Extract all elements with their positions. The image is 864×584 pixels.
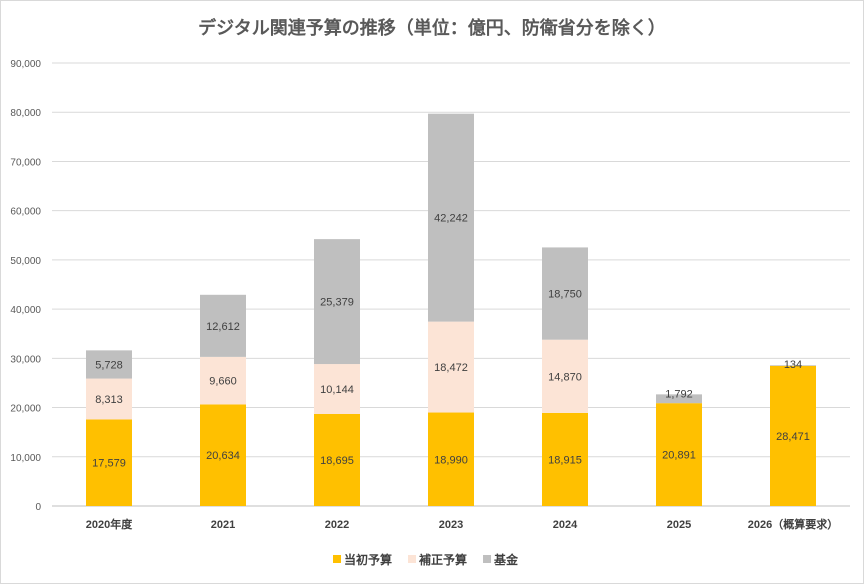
legend-label: 補正予算 [418,552,467,567]
data-label: 17,579 [92,458,126,470]
data-label: 8,313 [95,394,123,406]
data-label: 18,915 [548,454,582,466]
y-tick-label: 50,000 [10,256,41,267]
bar-segment [200,356,246,405]
y-tick-label: 30,000 [10,354,41,365]
bar-segment [86,350,132,379]
data-label: 5,728 [95,359,123,371]
bar-segment [86,378,132,420]
data-label: 12,612 [206,321,240,333]
data-label: 18,750 [548,289,582,301]
y-tick-label: 70,000 [10,157,41,168]
bar-segment [770,365,816,506]
data-label: 18,472 [434,362,468,374]
bar-segment [200,404,246,506]
data-label: 1,792 [665,388,693,400]
legend-swatch [483,555,492,563]
data-label: 18,695 [320,455,354,467]
x-tick-label: 2026（概算要求） [748,517,838,531]
data-label: 28,471 [776,431,810,443]
chart-title: デジタル関連予算の推移（単位：億円、防衛省分を除く） [198,17,666,38]
legend-swatch [408,555,417,563]
bar-segment [314,364,360,414]
x-tick-label: 2024 [553,519,578,531]
bar-segment [86,419,132,506]
y-tick-label: 10,000 [10,453,41,464]
data-label: 20,891 [662,450,696,462]
bar-segment [542,339,588,413]
y-tick-label: 60,000 [10,207,41,218]
data-label: 9,660 [209,376,237,388]
data-label: 10,144 [320,384,354,396]
bar-segment [770,365,816,366]
data-label: 134 [784,359,802,371]
bar-segment [314,413,360,506]
y-tick-label: 40,000 [10,305,41,316]
bar-segment [542,247,588,340]
y-tick-label: 90,000 [10,59,41,70]
x-tick-label: 2023 [439,519,463,531]
bar-segment [656,394,702,404]
bar-segment [428,412,474,506]
legend-swatch [333,555,341,563]
bar-segment [200,294,246,357]
bar-segment [542,412,588,506]
bar-segment [428,113,474,322]
x-tick-label: 2020年度 [86,517,133,531]
legend-label: 当初予算 [344,552,392,567]
x-tick-label: 2022 [325,519,349,531]
x-tick-label: 2025 [667,519,691,531]
legend-label: 基金 [493,552,519,567]
data-label: 42,242 [434,213,468,225]
data-label: 25,379 [320,297,354,309]
bar-segment [314,239,360,365]
x-tick-label: 2021 [211,519,235,531]
y-tick-label: 0 [35,502,41,513]
y-tick-label: 20,000 [10,404,41,415]
bar-segment [428,321,474,413]
bar-segment [656,403,702,506]
data-label: 20,634 [206,450,240,462]
data-label: 18,990 [434,454,468,466]
y-tick-label: 80,000 [10,108,41,119]
data-label: 14,870 [548,371,582,383]
